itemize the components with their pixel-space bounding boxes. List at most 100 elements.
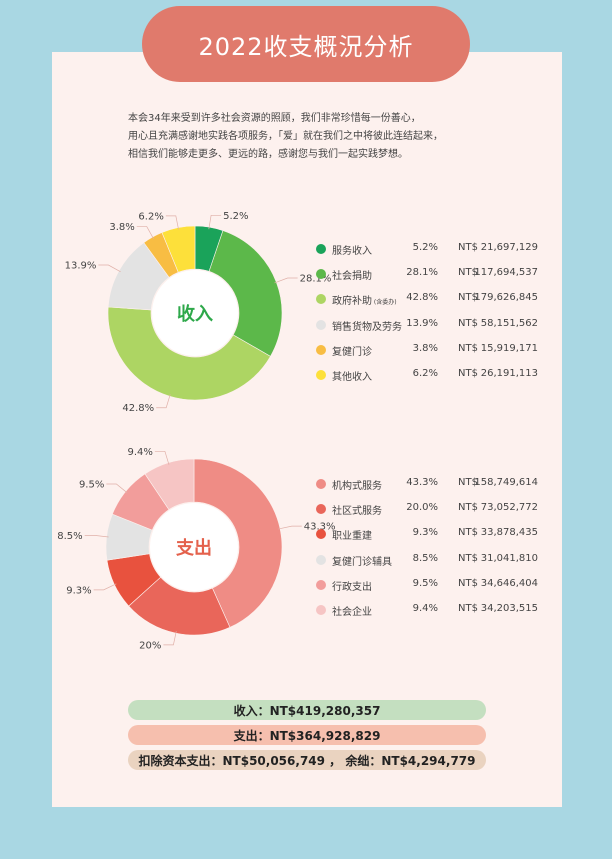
intro-line: 相信我们能够走更多、更远的路，感谢您与我们一起实践梦想。: [128, 149, 408, 160]
legend-amount: 179,626,845: [474, 292, 538, 304]
slice-leader-line: [208, 214, 222, 230]
legend-currency: NT$: [458, 577, 478, 589]
slice-leader-line: [278, 525, 302, 530]
legend-amount: 15,919,171: [480, 342, 538, 354]
income-total-bar: 收入：NT$419,280,357: [128, 700, 486, 720]
legend-currency: NT$: [458, 367, 478, 379]
slice-机构式服务: [193, 458, 283, 628]
legend-currency: NT$: [458, 342, 478, 354]
page-title: 2022收支概況分析: [142, 6, 470, 82]
slice-leader-line: [154, 450, 170, 465]
legend-row: 社会捐助 28.1% NT$ 117,694,537: [316, 266, 546, 291]
donut-hole: [152, 270, 238, 356]
legend-percent: 20.0%: [406, 502, 438, 514]
legend-note: (含委办): [372, 299, 397, 307]
legend-row: 销售货物及劳务 13.9% NT$ 58,151,562: [316, 317, 546, 342]
legend-swatch: [316, 479, 326, 489]
legend-row: 职业重建 9.3% NT$ 33,878,435: [316, 526, 546, 551]
legend-percent: 3.8%: [412, 342, 438, 354]
legend-swatch: [316, 269, 326, 280]
legend-amount: 117,694,537: [474, 267, 538, 279]
slice-leader-line: [163, 631, 177, 646]
slice-label: 20%: [139, 640, 161, 651]
slice-政府补助: [107, 306, 271, 401]
legend-percent: 8.5%: [412, 552, 438, 564]
slice-其他收入: [161, 225, 196, 273]
slice-leader-line: [156, 394, 171, 409]
legend-currency: NT$: [458, 527, 478, 539]
slice-label: 8.5%: [57, 531, 82, 542]
legend-label: 复健门诊: [332, 346, 372, 358]
slice-label: 43.3%: [304, 522, 336, 533]
net-balance-bar: 扣除资本支出：NT$50,056,749 ， 余绌：NT$4,294,779: [128, 750, 486, 770]
legend-amount: 21,697,129: [480, 242, 538, 253]
legend-amount: 26,191,113: [480, 367, 538, 379]
legend-label: 职业重建: [332, 531, 372, 543]
slice-社会捐助: [208, 230, 283, 357]
legend-percent: 28.1%: [406, 267, 438, 279]
legend-label: 社会企业: [332, 606, 372, 618]
legend-label: 行政支出: [332, 581, 372, 593]
legend-label: 政府补助 (含委办): [332, 296, 397, 308]
legend-label: 社区式服务: [332, 506, 382, 518]
legend-row: 行政支出 9.5% NT$ 34,646,404: [316, 577, 546, 602]
slice-leader-line: [106, 483, 128, 494]
legend-percent: 5.2%: [412, 242, 438, 253]
slice-label: 3.8%: [109, 222, 134, 233]
legend-currency: NT$: [458, 477, 478, 488]
slice-leader-line: [136, 226, 154, 239]
slice-leader-line: [93, 583, 117, 591]
legend-amount: 33,878,435: [480, 527, 538, 539]
legend-row: 服务收入 5.2% NT$ 21,697,129: [316, 241, 546, 266]
legend-swatch: [316, 244, 326, 254]
legend-swatch: [316, 319, 326, 330]
legend-swatch: [316, 344, 326, 355]
slice-社会企业: [144, 458, 195, 511]
legend-currency: NT$: [458, 317, 478, 329]
slice-label: 13.9%: [65, 261, 97, 272]
expense-donut: 43.3% 20% 9.3% 8.5% 9.5% 9.4% 支出: [57, 447, 335, 652]
legend-amount: 34,646,404: [480, 577, 538, 589]
legend-row: 政府补助 (含委办) 42.8% NT$ 179,626,845: [316, 291, 546, 316]
legend-label: 机构式服务: [332, 481, 382, 492]
legend-amount: 158,749,614: [474, 477, 538, 488]
slice-label: 9.3%: [66, 585, 91, 596]
intro-text: 本会34年来受到许多社会资源的照顾，我们非常珍惜每一份善心， 用心且充满感谢地实…: [128, 110, 508, 164]
legend-currency: NT$: [458, 502, 478, 514]
legend-percent: 6.2%: [412, 367, 438, 379]
legend-label: 销售货物及劳务: [332, 321, 402, 333]
intro-line: 本会34年来受到许多社会资源的照顾，我们非常珍惜每一份善心，: [128, 113, 421, 124]
legend-amount: 73,052,772: [480, 502, 538, 514]
legend-amount: 58,151,562: [480, 317, 538, 329]
legend-row: 复健门诊 3.8% NT$ 15,919,171: [316, 342, 546, 367]
slice-leader-line: [98, 264, 121, 273]
legend-currency: NT$: [458, 292, 478, 304]
income-legend: 服务收入 5.2% NT$ 21,697,129 社会捐助 28.1% NT$ 117,694…: [316, 241, 546, 392]
legend-row: 复健门诊辅具 8.5% NT$ 31,041,810: [316, 552, 546, 577]
legend-label: 复健门诊辅具: [332, 556, 392, 568]
legend-row: 社会企业 9.4% NT$ 34,203,515: [316, 602, 546, 627]
slice-label: 5.2%: [223, 211, 248, 222]
legend-label: 其他收入: [332, 371, 372, 383]
slice-leader-line: [84, 535, 109, 538]
legend-row: 其他收入 6.2% NT$ 26,191,113: [316, 367, 546, 392]
slice-label: 28.1%: [300, 274, 332, 285]
legend-percent: 13.9%: [406, 317, 438, 329]
donut-hole: [150, 503, 238, 591]
income-donut: 5.2% 28.1% 42.8% 13.9% 3.8% 6.2% 收入: [65, 211, 332, 414]
legend-swatch: [316, 529, 326, 540]
legend-row: 机构式服务 43.3% NT$ 158,749,614: [316, 476, 546, 501]
expense-total-bar: 支出：NT$364,928,829: [128, 725, 486, 745]
legend-currency: NT$: [458, 602, 478, 614]
legend-currency: NT$: [458, 242, 478, 253]
slice-label: 42.8%: [122, 403, 154, 414]
legend-swatch: [316, 554, 326, 565]
legend-label: 服务收入: [332, 246, 372, 257]
donut-center-label: 支出: [175, 537, 212, 559]
content-panel: [52, 52, 562, 807]
slice-leader-line: [165, 215, 179, 230]
expense-legend: 机构式服务 43.3% NT$ 158,749,614 社区式服务 20.0% NT$ 73,…: [316, 476, 546, 627]
slice-leader-line: [274, 277, 298, 284]
slice-label: 6.2%: [138, 211, 163, 222]
